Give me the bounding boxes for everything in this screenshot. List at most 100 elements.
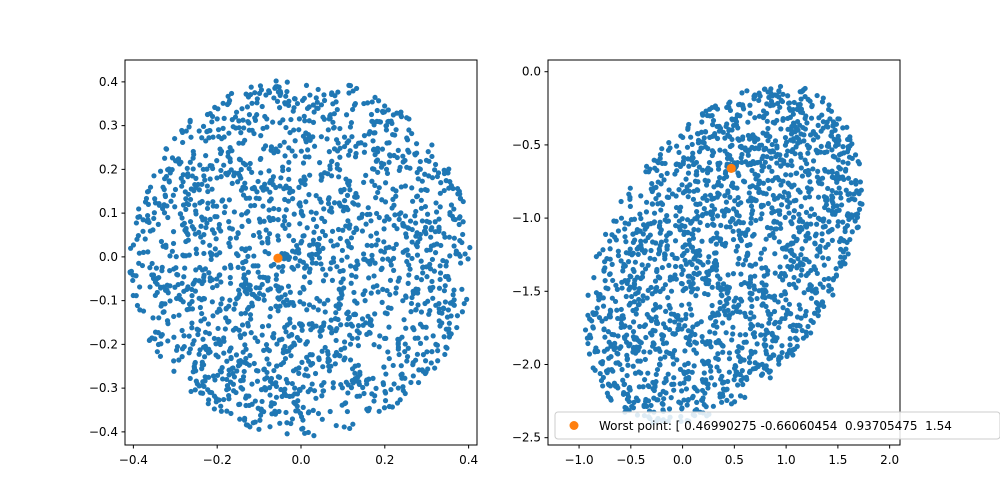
scatter-point — [758, 250, 764, 256]
scatter-point — [221, 350, 227, 356]
right-y-ticks: −2.5−2.0−1.5−1.0−0.50.0 — [512, 65, 548, 445]
scatter-point — [304, 307, 310, 313]
scatter-point — [820, 119, 826, 125]
scatter-point — [760, 294, 766, 300]
scatter-point — [740, 262, 746, 268]
scatter-point — [709, 302, 715, 309]
scatter-point — [735, 102, 742, 108]
scatter-point — [744, 242, 750, 249]
scatter-point — [414, 274, 420, 281]
scatter-point — [196, 351, 202, 357]
scatter-point — [368, 290, 374, 296]
scatter-point — [313, 210, 319, 216]
scatter-point — [257, 156, 263, 163]
scatter-point — [385, 305, 391, 311]
scatter-point — [291, 127, 297, 133]
scatter-point — [327, 266, 333, 272]
scatter-point — [467, 244, 473, 251]
x-tick-label: −1.0 — [564, 453, 593, 467]
scatter-point — [752, 273, 758, 279]
scatter-point — [201, 250, 207, 257]
scatter-point — [764, 101, 770, 107]
y-tick-label: −1.5 — [512, 284, 541, 298]
scatter-point — [325, 127, 331, 133]
scatter-point — [679, 216, 685, 222]
scatter-point — [277, 420, 283, 426]
scatter-point — [689, 141, 695, 148]
scatter-point — [252, 398, 258, 404]
scatter-point — [196, 187, 202, 193]
scatter-point — [250, 420, 256, 426]
scatter-point — [661, 396, 667, 402]
scatter-point — [747, 262, 753, 268]
scatter-point — [671, 375, 677, 381]
scatter-point — [589, 318, 595, 324]
scatter-point — [693, 350, 700, 356]
scatter-point — [627, 203, 633, 209]
scatter-point — [747, 110, 753, 116]
scatter-point — [239, 223, 245, 229]
scatter-point — [196, 383, 202, 389]
scatter-point — [350, 88, 356, 94]
scatter-point — [708, 368, 714, 374]
scatter-point — [267, 424, 273, 430]
scatter-point — [210, 199, 216, 205]
scatter-point — [737, 113, 743, 119]
scatter-point — [607, 395, 613, 401]
scatter-point — [717, 175, 723, 181]
scatter-point — [273, 409, 279, 415]
scatter-point — [296, 365, 302, 371]
scatter-point — [785, 204, 791, 210]
scatter-point — [704, 360, 710, 366]
scatter-point — [288, 188, 294, 194]
scatter-point — [185, 284, 191, 290]
scatter-point — [227, 159, 233, 165]
scatter-point — [640, 293, 646, 299]
scatter-point — [250, 232, 257, 239]
scatter-point — [668, 395, 674, 401]
y-tick-label: −2.5 — [512, 431, 541, 445]
scatter-point — [252, 293, 258, 299]
scatter-point — [726, 101, 732, 107]
scatter-point — [335, 316, 341, 323]
scatter-point — [751, 96, 757, 102]
scatter-point — [779, 157, 785, 163]
scatter-point — [740, 106, 747, 112]
scatter-point — [660, 321, 667, 327]
scatter-point — [259, 103, 265, 110]
left-scatter-points — [127, 78, 473, 439]
scatter-point — [291, 324, 297, 330]
scatter-point — [393, 127, 399, 133]
scatter-point — [180, 172, 186, 178]
scatter-point — [845, 251, 851, 257]
scatter-point — [345, 316, 351, 322]
scatter-point — [823, 244, 829, 250]
scatter-point — [383, 127, 390, 133]
scatter-point — [740, 381, 746, 388]
scatter-point — [802, 195, 808, 201]
scatter-point — [810, 319, 816, 325]
scatter-point — [679, 405, 685, 411]
scatter-point — [727, 224, 733, 230]
scatter-point — [732, 198, 738, 204]
scatter-point — [399, 371, 405, 377]
scatter-point — [648, 247, 654, 254]
scatter-point — [353, 274, 359, 280]
scatter-point — [133, 220, 139, 226]
scatter-point — [183, 229, 189, 235]
scatter-point — [667, 145, 673, 151]
scatter-point — [374, 210, 380, 217]
scatter-point — [292, 255, 298, 261]
scatter-point — [756, 97, 762, 104]
scatter-point — [163, 173, 170, 180]
scatter-point — [597, 370, 603, 377]
scatter-point — [649, 291, 655, 297]
scatter-point — [447, 179, 453, 185]
scatter-point — [341, 134, 348, 140]
scatter-point — [726, 315, 732, 321]
scatter-point — [673, 204, 680, 211]
scatter-point — [281, 139, 287, 145]
scatter-point — [171, 358, 177, 364]
scatter-point — [337, 167, 343, 173]
scatter-point — [460, 231, 466, 238]
